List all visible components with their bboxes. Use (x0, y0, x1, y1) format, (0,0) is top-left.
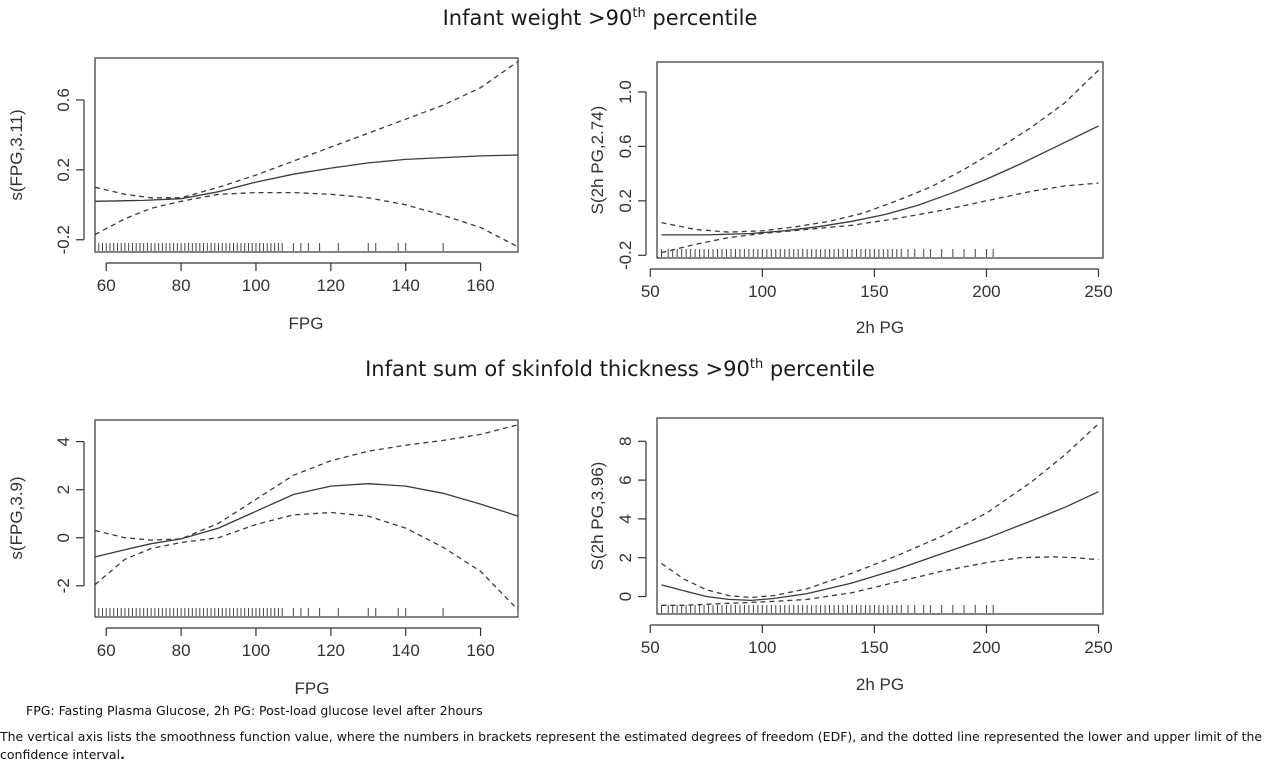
title-weight-suffix: percentile (645, 6, 758, 30)
footnote-explanation-text: The vertical axis lists the smoothness f… (0, 729, 1263, 762)
confidence-bound-line (94, 511, 519, 611)
x-tick-label: 200 (972, 282, 1000, 301)
confidence-bound-line (661, 69, 1099, 233)
x-tick-label: 250 (1084, 638, 1112, 657)
smooth-fit-line (94, 154, 519, 202)
title-skinfold-sup: th (749, 357, 764, 372)
footnote-explanation-end: . (120, 747, 125, 762)
x-axis-label: FPG (289, 314, 324, 333)
footnote-abbreviations: FPG: Fasting Plasma Glucose, 2h PG: Post… (26, 703, 483, 718)
title-weight-text: Infant weight >90 (442, 6, 633, 30)
footnote-explanation: The vertical axis lists the smoothness f… (0, 728, 1284, 764)
title-weight-sup: th (632, 6, 646, 21)
y-tick-label: -2 (54, 578, 73, 593)
x-axis-label: FPG (295, 679, 330, 698)
y-tick-label: 4 (616, 514, 635, 523)
y-tick-label: -0.2 (54, 225, 73, 254)
smooth-fit-line (661, 125, 1099, 236)
x-tick-label: 150 (860, 638, 888, 657)
x-tick-label: 140 (392, 641, 420, 660)
y-tick-label: 0.2 (54, 158, 73, 182)
y-tick-label: 4 (54, 437, 73, 446)
x-tick-label: 250 (1084, 282, 1112, 301)
x-tick-label: 60 (97, 641, 116, 660)
chart-title-skinfold: Infant sum of skinfold thickness >90th p… (170, 357, 1070, 381)
y-tick-label: 0.6 (616, 135, 635, 159)
chart-title-weight: Infant weight >90th percentile (170, 6, 1030, 30)
y-axis-label: S(2h PG,2.74) (588, 106, 607, 215)
y-tick-label: 0.6 (54, 88, 73, 112)
confidence-bound-line (661, 182, 1099, 254)
x-tick-label: 150 (860, 282, 888, 301)
x-tick-label: 50 (641, 282, 660, 301)
x-tick-label: 160 (466, 276, 494, 295)
x-tick-label: 160 (466, 641, 494, 660)
y-tick-label: 0 (616, 592, 635, 601)
y-tick-label: -0.2 (616, 241, 635, 270)
confidence-bound-line (94, 424, 519, 541)
plot-frame (656, 417, 1104, 615)
plot-frame (94, 419, 519, 618)
x-tick-label: 50 (641, 638, 660, 657)
title-skinfold-text: Infant sum of skinfold thickness >90 (365, 357, 750, 381)
x-tick-label: 100 (242, 276, 270, 295)
y-tick-label: 6 (616, 475, 635, 484)
x-tick-label: 60 (97, 276, 116, 295)
y-tick-label: 0.2 (616, 189, 635, 213)
smooth-fit-line (661, 491, 1099, 602)
x-tick-label: 200 (972, 638, 1000, 657)
x-tick-label: 140 (392, 276, 420, 295)
x-axis-label: 2h PG (856, 318, 904, 337)
y-tick-label: 1.0 (616, 80, 635, 104)
y-tick-label: 2 (54, 485, 73, 494)
x-tick-label: 100 (748, 638, 776, 657)
x-tick-label: 100 (242, 641, 270, 660)
confidence-bound-line (661, 423, 1099, 599)
y-axis-label: s(FPG,3.9) (7, 476, 26, 559)
x-tick-label: 80 (172, 276, 191, 295)
confidence-bound-line (94, 60, 519, 199)
x-tick-label: 120 (317, 641, 345, 660)
smooth-fit-line (94, 483, 519, 558)
x-tick-label: 80 (172, 641, 191, 660)
y-tick-label: 2 (616, 553, 635, 562)
x-tick-label: 120 (317, 276, 345, 295)
x-tick-label: 100 (748, 282, 776, 301)
x-axis-label: 2h PG (856, 675, 904, 694)
title-skinfold-suffix: percentile (763, 357, 875, 381)
y-axis-label: s(FPG,3.11) (7, 109, 26, 200)
y-axis-label: S(2h PG,3.96) (588, 462, 607, 571)
y-tick-label: 8 (616, 437, 635, 446)
y-tick-label: 0 (54, 533, 73, 542)
confidence-bound-line (661, 556, 1099, 606)
plot-frame (656, 61, 1104, 259)
